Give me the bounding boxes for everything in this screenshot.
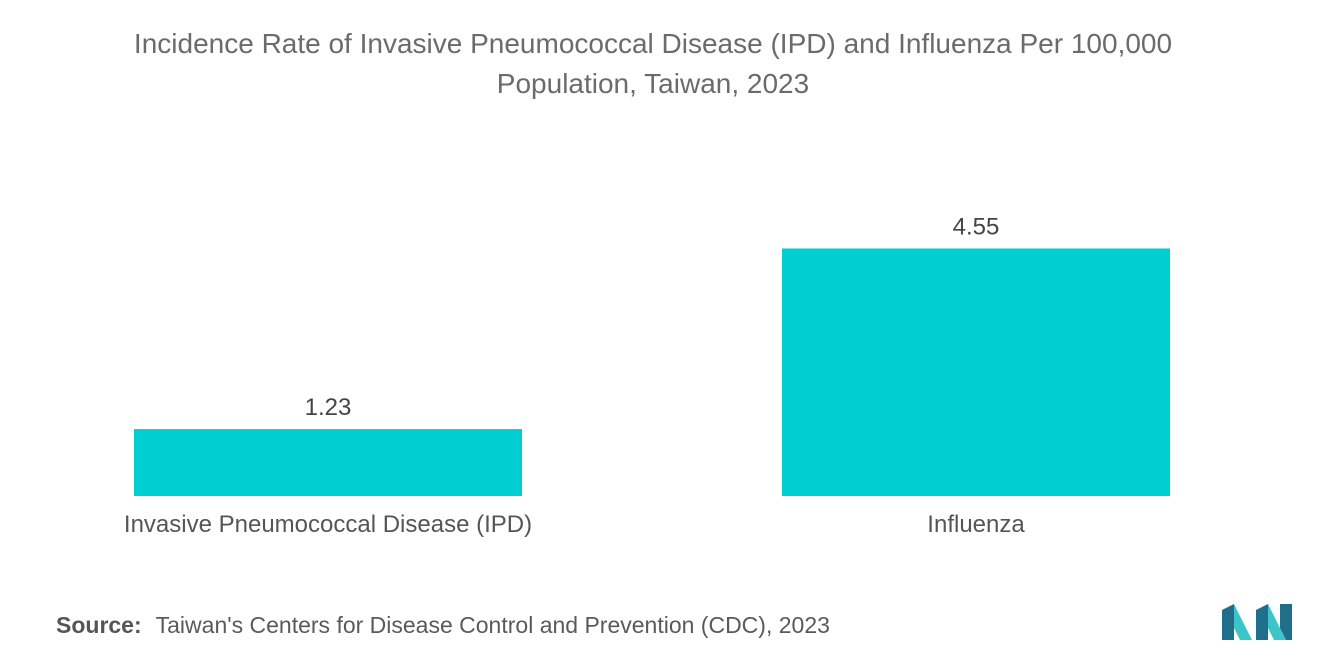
source-text: Taiwan's Centers for Disease Control and…	[155, 612, 830, 638]
category-label-ipd: Invasive Pneumococcal Disease (IPD)	[124, 511, 532, 538]
brand-logo-icon	[1222, 604, 1292, 640]
logo-diagonal-1	[1234, 604, 1252, 640]
source-label: Source:	[56, 612, 142, 638]
logo-bar-right	[1280, 604, 1292, 640]
chart-title-line-2: Population, Taiwan, 2023	[496, 68, 810, 99]
source-note: Source: Taiwan's Centers for Disease Cont…	[56, 612, 830, 639]
logo-bar-middle	[1256, 604, 1268, 640]
chart-title-line-1: Incidence Rate of Invasive Pneumococcal …	[133, 28, 1173, 59]
category-label-influenza: Influenza	[927, 511, 1025, 538]
data-label-influenza: 4.55	[953, 213, 1000, 240]
bar-chart: 1.23 Invasive Pneumococcal Disease (IPD) 4…	[124, 213, 1170, 538]
bar-ipd	[134, 429, 522, 496]
data-label-ipd: 1.23	[305, 394, 352, 421]
logo-bar-left	[1222, 604, 1234, 640]
bar-influenza	[782, 248, 1170, 496]
chart-title: Incidence Rate of Invasive Pneumococcal …	[0, 24, 1306, 104]
